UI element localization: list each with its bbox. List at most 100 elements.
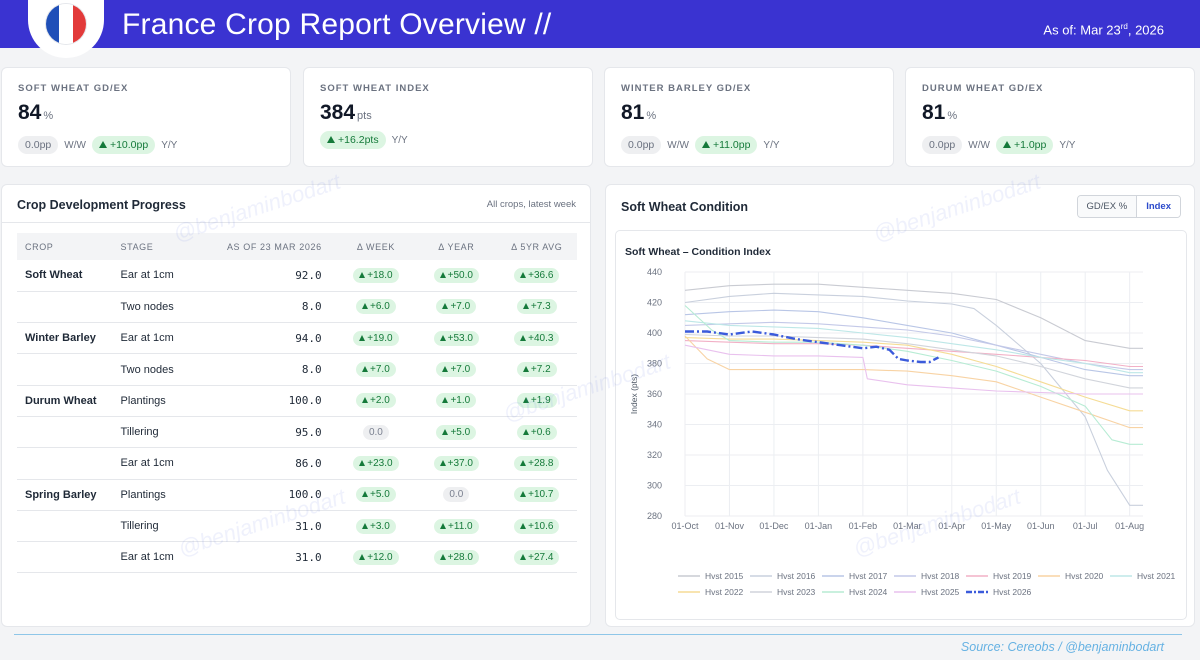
delta-year-cell: +53.0: [416, 322, 497, 355]
up-arrow-icon: [522, 428, 529, 435]
x-tick-label: 01-Feb: [849, 521, 878, 531]
delta-week-cell: +2.0: [335, 384, 417, 417]
y-tick-label: 360: [647, 389, 662, 399]
year-change-badge: +1.0pp: [995, 136, 1054, 154]
delta-avg-cell: +10.6: [496, 510, 577, 543]
up-arrow-icon: [520, 553, 527, 560]
value-cell: 86.0: [221, 447, 336, 480]
up-arrow-icon: [520, 334, 527, 341]
legend-entry: Hvst 2015: [705, 571, 744, 581]
column-header-as-of[interactable]: AS OF 23 MAR 2026: [221, 233, 336, 260]
up-arrow-icon: [362, 522, 369, 529]
soft-wheat-condition-card: Soft Wheat Condition GD/EX % Index Soft …: [605, 184, 1195, 627]
up-arrow-icon: [359, 553, 366, 560]
series-line-hvst-2025: [684, 344, 1143, 395]
france-flag-icon: [46, 4, 86, 44]
delta-year-badge: +37.0: [433, 455, 479, 471]
crop-cell: Durum Wheat: [17, 384, 121, 417]
toggle-gdex-button[interactable]: GD/EX %: [1077, 196, 1137, 217]
up-arrow-icon: [520, 491, 527, 498]
up-arrow-icon: [1002, 141, 1011, 148]
column-header-crop[interactable]: CROP: [17, 233, 121, 260]
delta-week-badge: +18.0: [353, 267, 399, 283]
table-row: Tillering 95.0 0.0 +5.0 +0.6: [17, 416, 577, 449]
kpi-label: SOFT WHEAT GD/EX: [18, 83, 129, 94]
crop-cell: [17, 510, 121, 543]
legend-entry: Hvst 2019: [993, 571, 1032, 581]
column-header-delta-year[interactable]: Δ YEAR: [416, 233, 497, 260]
up-arrow-icon: [442, 366, 449, 373]
y-tick-label: 280: [647, 511, 662, 521]
delta-year-badge: +7.0: [436, 362, 477, 378]
crop-cell: Winter Barley: [17, 322, 121, 355]
kpi-label: WINTER BARLEY GD/EX: [621, 83, 752, 94]
value-cell: 94.0: [221, 322, 336, 355]
delta-year-cell: +11.0: [416, 510, 497, 543]
table-row: Winter Barley Ear at 1cm 94.0 +19.0 +53.0 +40…: [17, 322, 577, 355]
kpi-value: 81%: [621, 101, 657, 124]
series-line-hvst-2023: [684, 333, 1143, 389]
delta-avg-cell: +1.9: [496, 384, 577, 417]
delta-year-badge: +28.0: [433, 549, 479, 565]
kpi-changes: 0.0pp W/W +1.0pp Y/Y: [922, 136, 1075, 154]
delta-week-cell: 0.0: [335, 416, 417, 449]
delta-avg-badge: +10.6: [514, 518, 560, 534]
year-change-badge: +11.0pp: [694, 136, 758, 154]
x-tick-label: 01-Oct: [671, 521, 699, 531]
delta-week-cell: +23.0: [335, 447, 417, 480]
x-tick-label: 01-Jun: [1027, 521, 1055, 531]
value-cell: 100.0: [221, 384, 336, 417]
delta-week-cell: +18.0: [335, 260, 417, 292]
column-header-delta-5yr[interactable]: Δ 5YR AVG: [496, 233, 577, 260]
value-cell: 95.0: [221, 416, 336, 449]
delta-avg-cell: +27.4: [496, 541, 577, 574]
up-arrow-icon: [439, 459, 446, 466]
progress-table: CROP STAGE AS OF 23 MAR 2026 Δ WEEK Δ YE…: [17, 233, 577, 574]
value-cell: 8.0: [221, 353, 336, 386]
up-arrow-icon: [362, 303, 369, 310]
table-row: Ear at 1cm 31.0 +12.0 +28.0 +27.4: [17, 541, 577, 574]
delta-avg-badge: +36.6: [514, 267, 560, 283]
x-tick-label: 01-Mar: [893, 521, 922, 531]
column-header-stage[interactable]: STAGE: [120, 233, 222, 260]
value-cell: 31.0: [221, 541, 336, 574]
kpi-card-soft-wheat-index: SOFT WHEAT INDEX 384 pts +16.2pts Y/Y: [303, 67, 593, 167]
delta-week-badge: +12.0: [353, 549, 399, 565]
delta-avg-badge: +7.2: [516, 362, 557, 378]
up-arrow-icon: [522, 397, 529, 404]
crop-cell: [17, 416, 121, 449]
x-tick-label: 01-Jul: [1073, 521, 1098, 531]
flag-badge: [28, 0, 104, 58]
y-tick-label: 420: [647, 298, 662, 308]
header-bar: France Crop Report Overview // As of: Ma…: [0, 0, 1200, 58]
table-row: Spring Barley Plantings 100.0 +5.0 0.0 +10.7: [17, 478, 577, 511]
delta-week-badge: +6.0: [356, 299, 396, 315]
crop-cell: [17, 447, 121, 480]
stage-cell: Ear at 1cm: [120, 541, 222, 574]
crop-cell: Spring Barley: [17, 478, 121, 511]
kpi-label: SOFT WHEAT INDEX: [320, 83, 430, 94]
table-row: Soft Wheat Ear at 1cm 92.0 +18.0 +50.0 +36.6: [17, 260, 577, 292]
y-axis-label: Index (pts): [629, 374, 639, 414]
up-arrow-icon: [442, 397, 449, 404]
toggle-index-button[interactable]: Index: [1136, 196, 1180, 217]
delta-week-cell: +3.0: [335, 510, 417, 543]
legend-entry: Hvst 2017: [849, 571, 888, 581]
delta-avg-cell: +36.6: [496, 260, 577, 292]
y-tick-label: 440: [647, 267, 662, 277]
delta-avg-badge: +0.6: [516, 424, 557, 440]
up-arrow-icon: [522, 366, 529, 373]
year-change-badge: +10.0pp: [91, 136, 156, 154]
delta-year-cell: 0.0: [416, 478, 497, 511]
y-tick-label: 300: [647, 481, 662, 491]
up-arrow-icon: [442, 303, 449, 310]
up-arrow-icon: [440, 522, 447, 529]
up-arrow-icon: [362, 491, 369, 498]
column-header-delta-week[interactable]: Δ WEEK: [335, 233, 417, 260]
delta-week-badge: +19.0: [353, 330, 399, 346]
delta-year-cell: +28.0: [416, 541, 497, 574]
footer-divider: [14, 634, 1182, 635]
stage-cell: Tillering: [120, 416, 222, 449]
delta-year-cell: +7.0: [416, 353, 497, 386]
delta-avg-badge: +10.7: [514, 487, 560, 503]
